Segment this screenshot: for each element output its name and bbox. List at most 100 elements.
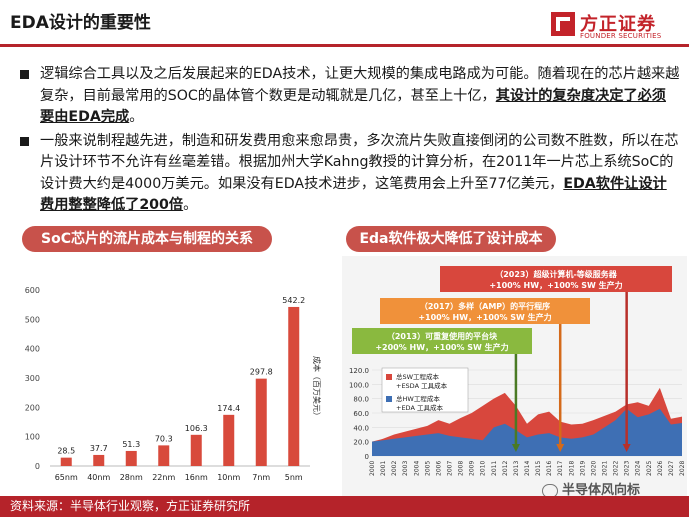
area-chart-xtick: 2017	[557, 461, 564, 476]
callout-arrowhead	[511, 444, 520, 452]
bullet-list: 逻辑综合工具以及之后发展起来的EDA技术，让更大规模的集成电路成为可能。随着现在…	[18, 64, 680, 219]
bar-category-label: 16nm	[185, 473, 208, 482]
legend-swatch	[386, 374, 392, 380]
bar-chart-ytick: 600	[25, 286, 40, 295]
bar-value-label: 174.4	[217, 404, 240, 413]
legend-label: 总HW工程成本	[396, 394, 440, 403]
area-chart-xtick: 2028	[679, 461, 686, 476]
legend-label: 总SW工程成本	[396, 372, 440, 381]
area-chart-xtick: 2007	[447, 461, 454, 476]
bar-category-label: 40nm	[87, 473, 110, 482]
bar	[223, 414, 235, 466]
legend-label-sub: +ESDA 工具成本	[396, 381, 448, 390]
area-series	[372, 408, 682, 456]
area-chart-xtick: 2022	[613, 461, 620, 476]
bullet-text-end: 。	[183, 197, 198, 213]
area-chart-xtick: 2019	[579, 461, 586, 476]
area-chart-xtick: 2002	[391, 461, 398, 476]
legend-swatch	[386, 396, 392, 402]
bullet-square-icon	[20, 70, 29, 79]
area-chart-xtick: 2015	[535, 461, 542, 476]
bar-value-label: 37.7	[90, 444, 108, 453]
area-chart-xtick: 2020	[590, 461, 597, 476]
area-chart-ytick: 40.0	[353, 424, 369, 432]
design-cost-area-chart: 0 20.0 40.0 60.0 80.0 100.0 120.0 2000 2001 2002 2…	[342, 256, 687, 496]
area-chart-xtick: 2004	[413, 461, 420, 476]
area-chart-xtick: 2009	[469, 461, 476, 476]
bar	[93, 454, 105, 466]
callout-arrowhead	[622, 444, 631, 452]
source-footer: 资料来源：半导体行业观察，方正证券研究所	[0, 496, 689, 517]
bar-chart-ytick: 400	[25, 345, 40, 354]
area-chart-ytick: 0	[365, 453, 369, 461]
bar-chart-ytick: 300	[25, 374, 40, 383]
logo-name-cn: 方正证券	[580, 14, 656, 35]
area-chart-xtick: 2018	[568, 461, 575, 476]
bar	[125, 450, 137, 466]
bullet-emphasis: EDA软件让设计费用整整降低了200倍	[40, 175, 667, 214]
area-chart-xtick: 2001	[380, 461, 387, 476]
bar	[158, 445, 170, 466]
bar-category-label: 28nm	[120, 473, 143, 482]
bar-chart-ylabel: 成本（百万美元）	[312, 356, 322, 420]
bullet-item-eda-complexity: 逻辑综合工具以及之后发展起来的EDA技术，让更大规模的集成电路成为可能。随着现在…	[18, 64, 680, 129]
page-title: EDA设计的重要性	[10, 13, 151, 33]
area-chart-legend	[381, 367, 469, 413]
area-chart-xtick: 2005	[424, 461, 431, 476]
bar	[60, 457, 72, 466]
area-chart-xtick: 2016	[546, 461, 553, 476]
watermark-text: 半导体风向标	[562, 483, 641, 498]
area-chart-ytick: 20.0	[353, 439, 369, 447]
bullet-emphasis: 其设计的复杂度决定了必须要由EDA完成	[40, 87, 666, 126]
bar-value-label: 70.3	[155, 434, 173, 443]
callout-box	[380, 298, 590, 324]
bullet-square-icon	[20, 136, 29, 146]
bar-value-label: 542.2	[282, 296, 305, 305]
area-chart-xtick: 2011	[491, 461, 498, 476]
right-panel-label: Eda软件极大降低了设计成本	[346, 226, 556, 252]
bar	[288, 306, 300, 466]
area-chart-xtick: 2012	[502, 461, 509, 476]
callout-text: （2023）超级计算机-等级服务器	[495, 269, 618, 279]
callout-text: （2017）多样（AMP）的平行程序	[420, 301, 550, 311]
area-chart-xtick: 2014	[524, 461, 531, 476]
bar-category-label: 5nm	[285, 473, 303, 482]
bar-category-label: 10nm	[217, 473, 240, 482]
area-chart-xtick: 2025	[646, 461, 653, 476]
area-chart-xtick: 2013	[513, 461, 520, 476]
bar-chart-ytick: 100	[25, 433, 40, 442]
area-chart-ytick: 120.0	[349, 367, 369, 375]
area-chart-xtick: 2024	[635, 461, 642, 476]
bullet-text-end: 。	[129, 109, 144, 125]
company-logo: 方正证券 FOUNDER SECURITIES	[551, 10, 681, 42]
area-chart-xtick: 2026	[657, 461, 664, 476]
bar-chart-ytick: 500	[25, 315, 40, 324]
callout-text-sub: +100% HW，+100% SW 生产力	[489, 280, 622, 290]
legend-label-sub: +EDA 工具成本	[396, 403, 443, 412]
bar-category-label: 7nm	[252, 473, 270, 482]
area-chart-xtick: 2006	[435, 461, 442, 476]
bar-category-label: 65nm	[55, 473, 78, 482]
callout-text: （2013）可重复使用的平台块	[387, 331, 498, 341]
callout-text-sub: +200% HW，+100% SW 生产力	[375, 342, 508, 352]
bar-category-label: 22nm	[152, 473, 175, 482]
header-divider	[0, 44, 689, 47]
bullet-text: 一般来说制程越先进，制造和研发费用愈来愈昂贵，多次流片失败直接倒闭的公司数不胜数…	[40, 132, 679, 192]
bar-chart-ytick: 0	[35, 462, 40, 471]
bar-value-label: 28.5	[57, 447, 75, 456]
bar-chart-ytick: 200	[25, 403, 40, 412]
callout-text-sub: +100% HW，+100% SW 生产力	[418, 312, 551, 322]
area-chart-ytick: 100.0	[349, 381, 369, 389]
area-chart-ytick: 80.0	[353, 396, 369, 404]
bullet-text: 逻辑综合工具以及之后发展起来的EDA技术，让更大规模的集成电路成为可能。随着现在…	[40, 66, 680, 104]
area-chart-xtick: 2003	[402, 461, 409, 476]
bar	[255, 378, 267, 466]
area-chart-xtick: 2000	[369, 461, 376, 476]
area-chart-ytick: 60.0	[353, 410, 369, 418]
callout-arrowhead	[556, 444, 565, 452]
bar-value-label: 106.3	[185, 424, 208, 433]
left-panel-label: SoC芯片的流片成本与制程的关系	[22, 226, 272, 252]
area-chart-xtick: 2021	[602, 461, 609, 476]
bullet-item-design-cost: 一般来说制程越先进，制造和研发费用愈来愈昂贵，多次流片失败直接倒闭的公司数不胜数…	[18, 131, 680, 217]
callout-box	[440, 266, 672, 292]
